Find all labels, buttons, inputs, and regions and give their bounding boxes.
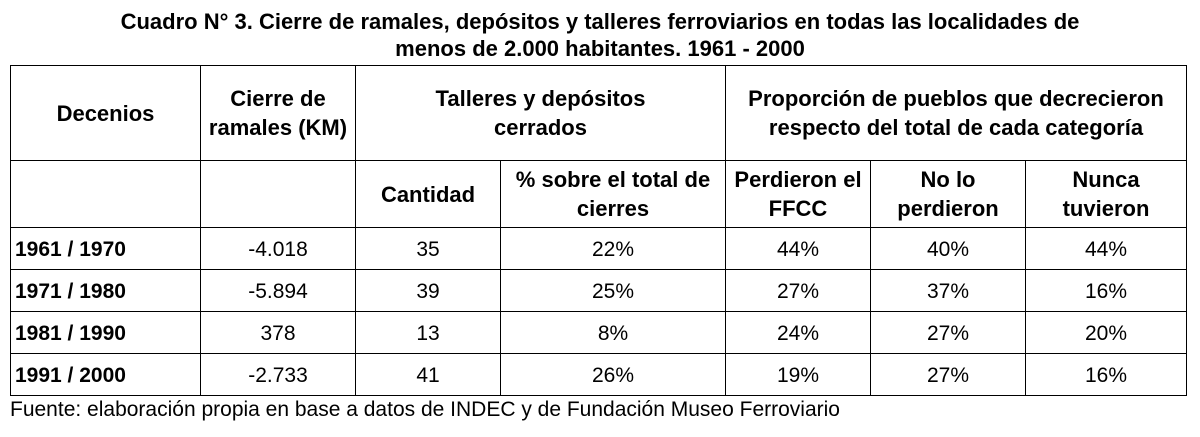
value-cell: 16% [1025, 353, 1187, 396]
source-note: Fuente: elaboración propia en base a dat… [10, 398, 840, 421]
header-cell: Proporción de pueblos que decrecieron re… [725, 65, 1187, 161]
data-row: 1981 / 1990 378 13 8% 24% 27% 20% [10, 311, 1187, 354]
value-cell: 27% [870, 353, 1026, 396]
value-cell: 24% [725, 311, 871, 354]
table-body: 1961 / 1970 -4.018 35 22% 44% 40% 44% 1971 / 19… [10, 227, 1187, 396]
value-cell: 40% [870, 227, 1026, 270]
decade-cell: 1991 / 2000 [10, 353, 201, 396]
value-cell: 37% [870, 269, 1026, 312]
value-cell: 378 [200, 311, 356, 354]
value-cell: 19% [725, 353, 871, 396]
title-line: menos de 2.000 habitantes. 1961 - 2000 [395, 36, 805, 61]
value-cell: 35 [355, 227, 501, 270]
value-cell: 44% [725, 227, 871, 270]
header-cell: Cierre de ramales (KM) [200, 65, 356, 161]
value-cell: 22% [500, 227, 726, 270]
value-cell: 27% [870, 311, 1026, 354]
header-cell [10, 160, 201, 228]
header-cell: Perdieron el FFCC [725, 160, 871, 228]
value-cell: 41 [355, 353, 501, 396]
value-cell: -4.018 [200, 227, 356, 270]
subheader-row: Cantidad % sobre el total de cierres Per… [10, 160, 1187, 228]
value-cell: -2.733 [200, 353, 356, 396]
value-cell: -5.894 [200, 269, 356, 312]
value-cell: 13 [355, 311, 501, 354]
header-row: Decenios Cierre de ramales (KM) Talleres… [10, 65, 1187, 161]
value-cell: 16% [1025, 269, 1187, 312]
header-cell: % sobre el total de cierres [500, 160, 726, 228]
value-cell: 20% [1025, 311, 1187, 354]
data-row: 1991 / 2000 -2.733 41 26% 19% 27% 16% [10, 353, 1187, 396]
header-cell: No lo perdieron [870, 160, 1026, 228]
header-cell: Cantidad [355, 160, 501, 228]
decade-cell: 1971 / 1980 [10, 269, 201, 312]
data-row: 1971 / 1980 -5.894 39 25% 27% 37% 16% [10, 269, 1187, 312]
title: Cuadro N° 3. Cierre de ramales, depósito… [0, 0, 1200, 62]
value-cell: 26% [500, 353, 726, 396]
header-cell: Talleres y depósitos cerrados [355, 65, 726, 161]
title-line: Cuadro N° 3. Cierre de ramales, depósito… [120, 9, 1080, 34]
value-cell: 27% [725, 269, 871, 312]
data-table: Decenios Cierre de ramales (KM) Talleres… [10, 65, 1187, 396]
decade-cell: 1981 / 1990 [10, 311, 201, 354]
decade-cell: 1961 / 1970 [10, 227, 201, 270]
header-cell [200, 160, 356, 228]
value-cell: 8% [500, 311, 726, 354]
header-text: Talleres y depósitos cerrados [435, 86, 646, 140]
data-row: 1961 / 1970 -4.018 35 22% 44% 40% 44% [10, 227, 1187, 270]
value-cell: 25% [500, 269, 726, 312]
value-cell: 44% [1025, 227, 1187, 270]
header-cell: Decenios [10, 65, 201, 161]
header-cell: Nunca tuvieron [1025, 160, 1187, 228]
value-cell: 39 [355, 269, 501, 312]
